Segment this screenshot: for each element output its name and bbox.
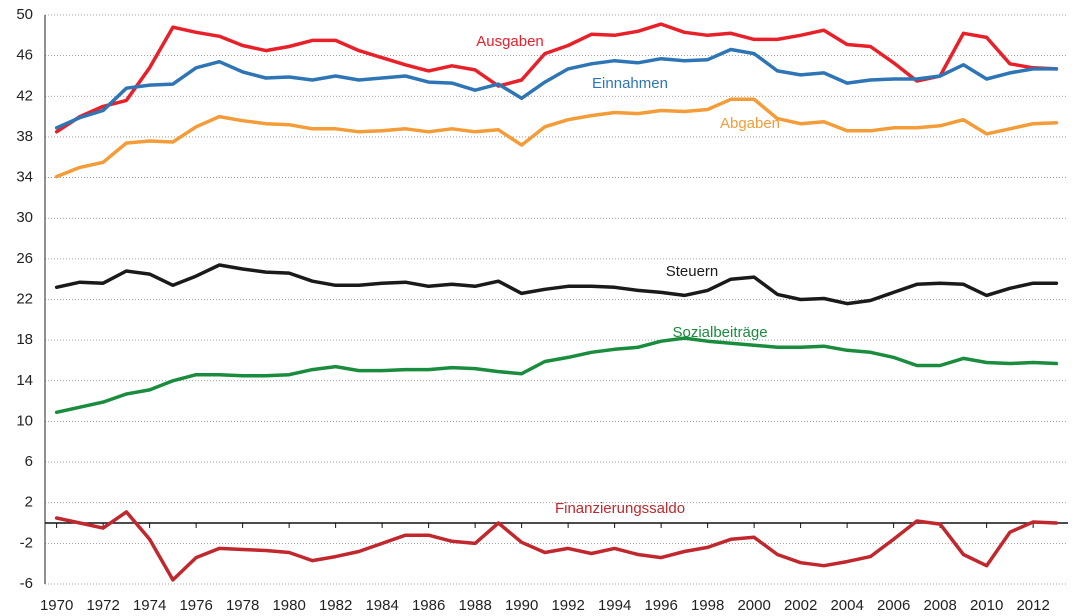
series-label: Abgaben	[720, 115, 780, 132]
x-tick-label: 1982	[319, 597, 352, 614]
x-tick-label: 1994	[598, 597, 631, 614]
series-label: Sozialbeiträge	[672, 324, 767, 341]
y-tick-label: 38	[16, 128, 33, 145]
series-line	[54, 22, 1059, 134]
x-tick-label: 2004	[830, 597, 863, 614]
y-tick-label: 10	[16, 412, 33, 429]
x-tick-label: 2000	[737, 597, 770, 614]
x-tick-label: 1996	[644, 597, 677, 614]
x-tick-label: 1976	[179, 597, 212, 614]
x-tick-label: 1984	[365, 597, 398, 614]
x-tick-label: 1992	[551, 597, 584, 614]
y-tick-label: 42	[16, 87, 33, 104]
series-label: Einnahmen	[592, 75, 668, 92]
y-tick-label: 50	[16, 6, 33, 23]
series-label: Steuern	[666, 263, 719, 280]
y-tick-label: -6	[20, 575, 33, 592]
y-tick-label: 6	[25, 453, 33, 470]
series-line	[54, 263, 1059, 306]
x-tick-label: 1974	[133, 597, 166, 614]
x-tick-label: 2002	[784, 597, 817, 614]
x-tick-label: 1980	[272, 597, 305, 614]
x-tick-label: 2006	[877, 597, 910, 614]
y-tick-label: 2	[25, 494, 33, 511]
x-tick-label: 1986	[412, 597, 445, 614]
x-tick-label: 1978	[226, 597, 259, 614]
y-tick-label: 18	[16, 331, 33, 348]
y-tick-label: 46	[16, 47, 33, 64]
x-tick-label: 1970	[40, 597, 73, 614]
series-line	[54, 47, 1059, 130]
x-tick-label: 2008	[923, 597, 956, 614]
x-tick-label: 1988	[458, 597, 491, 614]
x-tick-label: 1998	[691, 597, 724, 614]
x-tick-label: 1990	[505, 597, 538, 614]
y-tick-label: 34	[16, 169, 33, 186]
y-tick-label: 26	[16, 250, 33, 267]
x-tick-label: 2012	[1016, 597, 1049, 614]
series-label: Finanzierungssaldo	[555, 500, 685, 517]
y-tick-label: -2	[20, 534, 33, 551]
series-line	[54, 510, 1059, 582]
series-line	[54, 336, 1059, 415]
y-tick-label: 30	[16, 209, 33, 226]
x-tick-label: 2010	[970, 597, 1003, 614]
x-tick-label: 1972	[86, 597, 119, 614]
y-tick-label: 22	[16, 290, 33, 307]
series-label: Ausgaben	[476, 33, 544, 50]
series-line	[54, 97, 1059, 179]
y-tick-label: 14	[16, 372, 33, 389]
